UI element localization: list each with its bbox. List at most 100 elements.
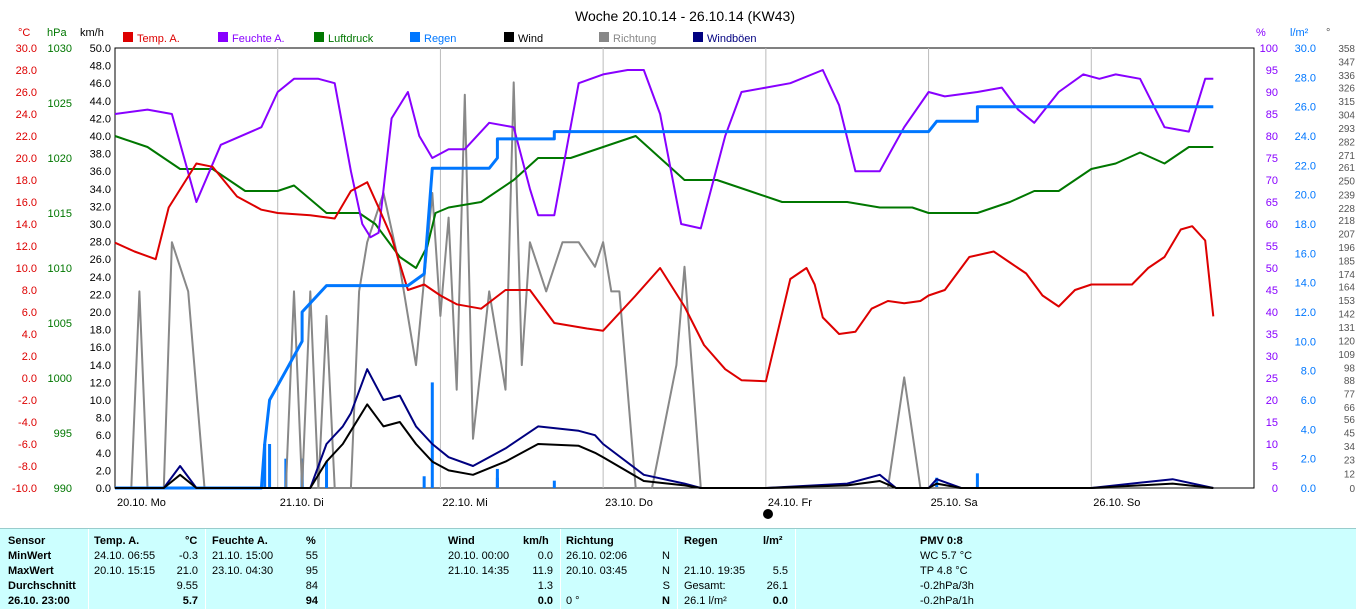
direction-tick-label: 250 bbox=[1338, 177, 1355, 188]
wind-tick-label: 36.0 bbox=[90, 166, 111, 178]
direction-tick-label: 34 bbox=[1344, 442, 1356, 453]
temp-tick-label: 16.0 bbox=[16, 197, 37, 209]
wind-tick-label: 6.0 bbox=[96, 430, 111, 442]
temp-tick-label: -6.0 bbox=[18, 439, 37, 451]
series-line-wind bbox=[115, 403, 1214, 489]
legend-swatch bbox=[504, 32, 514, 42]
statistics-panel: Sensor MinWert MaxWert Durchschnitt 26.1… bbox=[0, 528, 1356, 609]
pressure-axis-unit: hPa bbox=[47, 27, 67, 39]
rain-tick-label: 20.0 bbox=[1295, 190, 1316, 202]
stats-direction-value: N bbox=[662, 565, 670, 577]
stats-direction-time: 26.10. 02:06 bbox=[566, 550, 628, 562]
direction-tick-label: 196 bbox=[1338, 243, 1355, 254]
wind-tick-label: 40.0 bbox=[90, 131, 111, 143]
temp-tick-label: 30.0 bbox=[16, 43, 37, 55]
stats-temp-value: 9.55 bbox=[176, 580, 198, 592]
rain-tick-label: 4.0 bbox=[1301, 424, 1316, 436]
legend-label: Regen bbox=[424, 33, 456, 45]
humidity-tick-label: 85 bbox=[1266, 109, 1278, 121]
temp-tick-label: -10.0 bbox=[12, 483, 37, 495]
legend-swatch bbox=[693, 32, 703, 42]
wind-tick-label: 14.0 bbox=[90, 360, 111, 372]
series-line-temp-a- bbox=[114, 162, 1215, 383]
humidity-tick-label: 60 bbox=[1266, 219, 1278, 231]
wind-tick-label: 20.0 bbox=[90, 307, 111, 319]
rain-tick-label: 22.0 bbox=[1295, 160, 1316, 172]
rain-bar bbox=[975, 473, 979, 488]
pressure-tick-label: 1015 bbox=[48, 208, 72, 220]
direction-tick-label: 293 bbox=[1338, 124, 1355, 135]
direction-tick-label: 207 bbox=[1338, 230, 1355, 241]
stats-wind-value: 11.9 bbox=[532, 565, 553, 577]
humidity-tick-label: 0 bbox=[1272, 483, 1278, 495]
stats-humidity-value: 84 bbox=[305, 580, 318, 592]
stats-sensor-title: Sensor bbox=[8, 535, 46, 547]
stats-temp-value: 5.7 bbox=[182, 595, 198, 607]
chart-title: Woche 20.10.14 - 26.10.14 (KW43) bbox=[575, 8, 795, 24]
temp-tick-label: 28.0 bbox=[16, 65, 37, 77]
rain-tick-label: 0.0 bbox=[1301, 483, 1316, 495]
legend-label: Wind bbox=[518, 33, 543, 45]
humidity-tick-label: 15 bbox=[1266, 417, 1278, 429]
direction-tick-label: 88 bbox=[1344, 376, 1356, 387]
stats-temp-time: 24.10. 06:55 bbox=[94, 550, 156, 562]
legend-swatch bbox=[410, 32, 420, 42]
stats-humidity-unit: % bbox=[306, 535, 316, 547]
stats-wind-unit: km/h bbox=[523, 535, 549, 547]
x-tick-label: 24.10. Fr bbox=[768, 497, 812, 509]
wind-tick-label: 42.0 bbox=[90, 113, 111, 125]
rain-tick-label: 26.0 bbox=[1295, 102, 1316, 114]
direction-tick-label: 271 bbox=[1338, 151, 1355, 162]
pressure-tick-label: 1000 bbox=[48, 373, 72, 385]
humidity-tick-label: 65 bbox=[1266, 197, 1278, 209]
series-line-regen bbox=[115, 105, 1214, 490]
stats-temp-time: 20.10. 15:15 bbox=[94, 565, 156, 577]
temp-tick-label: -8.0 bbox=[18, 461, 37, 473]
wind-tick-label: 38.0 bbox=[90, 149, 111, 161]
temp-tick-label: 10.0 bbox=[16, 263, 37, 275]
stats-rain-value: 26.1 bbox=[766, 580, 788, 592]
wind-tick-label: 24.0 bbox=[90, 272, 111, 284]
stats-rain-label: 21.10. 19:35 bbox=[684, 565, 746, 577]
rain-tick-label: 24.0 bbox=[1295, 131, 1316, 143]
wind-axis-unit: km/h bbox=[80, 27, 104, 39]
legend-label: Temp. A. bbox=[137, 33, 180, 45]
temp-tick-label: 14.0 bbox=[16, 219, 37, 231]
direction-tick-label: 120 bbox=[1338, 337, 1355, 348]
temp-tick-label: 6.0 bbox=[22, 307, 37, 319]
direction-tick-label: 347 bbox=[1338, 58, 1355, 69]
temp-tick-label: 0.0 bbox=[22, 373, 37, 385]
stats-rain-label: 26.1 l/m² bbox=[684, 595, 727, 607]
rain-bar bbox=[422, 476, 426, 488]
stats-pmv-row: -0.2hPa/3h bbox=[920, 580, 974, 592]
humidity-tick-label: 35 bbox=[1266, 329, 1278, 341]
stats-direction-value: S bbox=[662, 580, 670, 592]
rain-tick-label: 10.0 bbox=[1295, 336, 1316, 348]
legend-swatch bbox=[218, 32, 228, 42]
pressure-tick-label: 995 bbox=[54, 428, 72, 440]
direction-tick-label: 218 bbox=[1338, 216, 1355, 227]
rain-tick-label: 2.0 bbox=[1301, 454, 1316, 466]
stats-pmv-row: TP 4.8 °C bbox=[920, 565, 968, 577]
stats-pmv-row: WC 5.7 °C bbox=[920, 550, 973, 562]
direction-tick-label: 358 bbox=[1338, 44, 1355, 55]
stats-direction-value: N bbox=[662, 550, 670, 562]
rain-bar bbox=[552, 480, 556, 488]
direction-tick-label: 228 bbox=[1338, 204, 1355, 215]
direction-tick-label: 0 bbox=[1349, 484, 1355, 495]
wind-tick-label: 30.0 bbox=[90, 219, 111, 231]
rain-bar bbox=[430, 382, 434, 488]
wind-tick-label: 34.0 bbox=[90, 184, 111, 196]
rain-bar bbox=[325, 461, 329, 488]
legend-swatch bbox=[599, 32, 609, 42]
humidity-tick-label: 90 bbox=[1266, 87, 1278, 99]
temp-tick-label: -2.0 bbox=[18, 395, 37, 407]
grid-lines bbox=[114, 47, 1255, 489]
temp-tick-label: 4.0 bbox=[22, 329, 37, 341]
direction-tick-label: 98 bbox=[1344, 364, 1356, 375]
stats-row-label: MinWert bbox=[8, 550, 52, 562]
stats-wind-value: 0.0 bbox=[537, 550, 553, 562]
direction-tick-label: 336 bbox=[1338, 71, 1355, 82]
wind-tick-label: 22.0 bbox=[90, 289, 111, 301]
humidity-tick-label: 100 bbox=[1260, 43, 1278, 55]
